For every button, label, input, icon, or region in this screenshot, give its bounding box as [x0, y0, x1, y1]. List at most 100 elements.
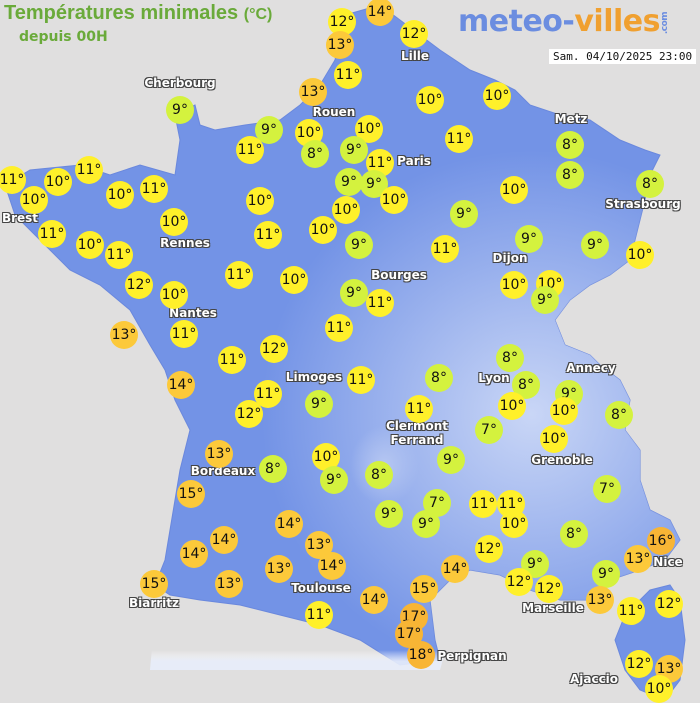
temperature-marker[interactable]: 9° — [166, 96, 194, 124]
temperature-marker[interactable]: 13° — [586, 586, 614, 614]
temperature-marker[interactable]: 12° — [655, 590, 683, 618]
temperature-marker[interactable]: 10° — [280, 266, 308, 294]
temperature-marker[interactable]: 10° — [160, 208, 188, 236]
temperature-marker[interactable]: 9° — [335, 168, 363, 196]
temperature-marker[interactable]: 10° — [76, 231, 104, 259]
temperature-marker[interactable]: 8° — [301, 140, 329, 168]
temperature-marker[interactable]: 12° — [625, 650, 653, 678]
temperature-marker[interactable]: 15° — [177, 480, 205, 508]
temperature-marker[interactable]: 15° — [410, 575, 438, 603]
temperature-marker[interactable]: 13° — [305, 531, 333, 559]
temperature-marker[interactable]: 12° — [328, 8, 356, 36]
temperature-marker[interactable]: 11° — [305, 601, 333, 629]
temperature-marker[interactable]: 10° — [246, 187, 274, 215]
temperature-marker[interactable]: 12° — [505, 568, 533, 596]
temperature-marker[interactable]: 10° — [483, 82, 511, 110]
temperature-marker[interactable]: 10° — [44, 168, 72, 196]
temperature-marker[interactable]: 14° — [318, 552, 346, 580]
temperature-marker[interactable]: 11° — [236, 136, 264, 164]
temperature-marker[interactable]: 10° — [309, 216, 337, 244]
temperature-marker[interactable]: 12° — [235, 400, 263, 428]
temperature-marker[interactable]: 11° — [334, 61, 362, 89]
temperature-marker[interactable]: 10° — [355, 115, 383, 143]
temperature-marker[interactable]: 13° — [299, 78, 327, 106]
temperature-marker[interactable]: 13° — [265, 555, 293, 583]
temperature-marker[interactable]: 11° — [469, 490, 497, 518]
temperature-marker[interactable]: 8° — [556, 161, 584, 189]
temperature-marker[interactable]: 9° — [340, 279, 368, 307]
temperature-marker[interactable]: 11° — [366, 289, 394, 317]
temperature-marker[interactable]: 9° — [412, 510, 440, 538]
temperature-marker[interactable]: 11° — [0, 166, 26, 194]
temperature-marker[interactable]: 12° — [535, 575, 563, 603]
temperature-marker[interactable]: 9° — [305, 390, 333, 418]
temperature-marker[interactable]: 11° — [431, 235, 459, 263]
temperature-marker[interactable]: 13° — [326, 31, 354, 59]
temperature-marker[interactable]: 10° — [106, 181, 134, 209]
temperature-marker[interactable]: 11° — [325, 314, 353, 342]
temperature-marker[interactable]: 9° — [515, 225, 543, 253]
temperature-marker[interactable]: 14° — [366, 0, 394, 26]
temperature-marker[interactable]: 10° — [332, 196, 360, 224]
temperature-marker[interactable]: 14° — [441, 555, 469, 583]
temperature-marker[interactable]: 10° — [626, 241, 654, 269]
temperature-marker[interactable]: 14° — [275, 510, 303, 538]
temperature-marker[interactable]: 12° — [400, 20, 428, 48]
temperature-marker[interactable]: 8° — [425, 364, 453, 392]
temperature-marker[interactable]: 11° — [617, 597, 645, 625]
temperature-marker[interactable]: 9° — [340, 136, 368, 164]
temperature-marker[interactable]: 9° — [320, 466, 348, 494]
temperature-marker[interactable]: 18° — [407, 641, 435, 669]
temperature-marker[interactable]: 13° — [205, 440, 233, 468]
temperature-marker[interactable]: 11° — [170, 320, 198, 348]
temperature-marker[interactable]: 9° — [531, 286, 559, 314]
temperature-marker[interactable]: 12° — [260, 335, 288, 363]
temperature-marker[interactable]: 15° — [140, 570, 168, 598]
temperature-marker[interactable]: 9° — [437, 446, 465, 474]
temperature-marker[interactable]: 11° — [347, 366, 375, 394]
temperature-marker[interactable]: 8° — [560, 520, 588, 548]
temperature-marker[interactable]: 10° — [500, 176, 528, 204]
temperature-marker[interactable]: 11° — [405, 395, 433, 423]
temperature-marker[interactable]: 11° — [75, 156, 103, 184]
temperature-marker[interactable]: 8° — [556, 131, 584, 159]
temperature-marker[interactable]: 9° — [375, 500, 403, 528]
temperature-marker[interactable]: 16° — [647, 527, 675, 555]
temperature-marker[interactable]: 8° — [365, 461, 393, 489]
temperature-marker[interactable]: 10° — [160, 281, 188, 309]
temperature-marker[interactable]: 11° — [105, 241, 133, 269]
temperature-marker[interactable]: 11° — [140, 175, 168, 203]
temperature-marker[interactable]: 9° — [345, 231, 373, 259]
temperature-marker[interactable]: 13° — [624, 545, 652, 573]
temperature-marker[interactable]: 11° — [445, 125, 473, 153]
temperature-marker[interactable]: 11° — [225, 261, 253, 289]
temperature-marker[interactable]: 11° — [38, 220, 66, 248]
temperature-marker[interactable]: 12° — [125, 271, 153, 299]
temperature-marker[interactable]: 8° — [605, 401, 633, 429]
temperature-marker[interactable]: 10° — [645, 675, 673, 703]
temperature-marker[interactable]: 14° — [167, 371, 195, 399]
temperature-marker[interactable]: 8° — [636, 170, 664, 198]
temperature-marker[interactable]: 10° — [498, 392, 526, 420]
temperature-marker[interactable]: 8° — [259, 455, 287, 483]
temperature-marker[interactable]: 10° — [540, 425, 568, 453]
temperature-marker[interactable]: 10° — [20, 186, 48, 214]
temperature-marker[interactable]: 14° — [180, 540, 208, 568]
temperature-marker[interactable]: 11° — [218, 346, 246, 374]
temperature-marker[interactable]: 7° — [593, 475, 621, 503]
temperature-marker[interactable]: 13° — [110, 321, 138, 349]
temperature-marker[interactable]: 9° — [581, 231, 609, 259]
temperature-marker[interactable]: 10° — [500, 271, 528, 299]
temperature-marker[interactable]: 13° — [215, 570, 243, 598]
temperature-marker[interactable]: 10° — [312, 443, 340, 471]
temperature-marker[interactable]: 11° — [254, 221, 282, 249]
temperature-marker[interactable]: 7° — [475, 416, 503, 444]
temperature-marker[interactable]: 10° — [380, 186, 408, 214]
temperature-marker[interactable]: 10° — [550, 397, 578, 425]
temperature-marker[interactable]: 9° — [592, 560, 620, 588]
temperature-marker[interactable]: 10° — [416, 86, 444, 114]
temperature-marker[interactable]: 9° — [450, 200, 478, 228]
temperature-marker[interactable]: 14° — [360, 586, 388, 614]
temperature-marker[interactable]: 10° — [500, 510, 528, 538]
meteo-villes-logo[interactable]: meteo-villes.com — [458, 4, 682, 47]
